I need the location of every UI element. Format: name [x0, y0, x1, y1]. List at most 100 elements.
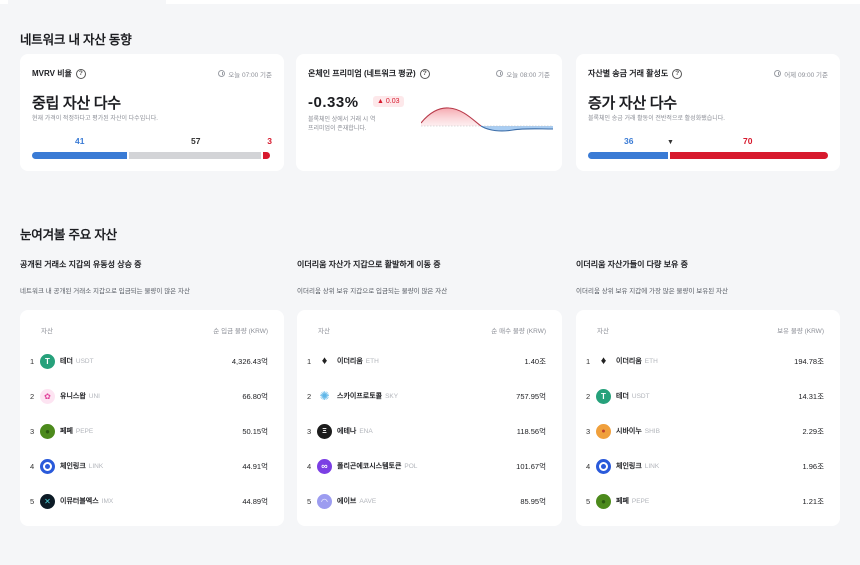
- clock-icon: [774, 70, 782, 77]
- asset-value: 118.56억: [516, 426, 546, 436]
- table-header: 자산 보유 물량 (KRW): [576, 325, 840, 337]
- rank: 3: [307, 426, 312, 436]
- asset-value: 44.91억: [242, 461, 268, 471]
- column-value: 순 매수 물량 (KRW): [491, 328, 546, 335]
- clock-icon: [218, 70, 226, 77]
- section-title-notable-assets: 눈여겨볼 주요 자산: [20, 228, 117, 242]
- help-icon[interactable]: ?: [419, 68, 430, 79]
- mvrv-bar-overvalued: [263, 152, 270, 159]
- table-row[interactable]: 1 T 테더 USDT 4,326.43억: [20, 352, 284, 370]
- asset-symbol: ENA: [359, 428, 373, 435]
- asset-name: 테더 USDT: [616, 393, 650, 400]
- column-asset: 자산: [597, 328, 609, 335]
- column-asset: 자산: [318, 328, 330, 335]
- asset-name: 이뮤터블엑스 IMX: [60, 498, 114, 505]
- asset-symbol: POL: [404, 463, 418, 470]
- table-row[interactable]: 3 ● 시바이누 SHIB 2.29조: [576, 422, 840, 440]
- pepe-icon: ●: [40, 423, 55, 439]
- section-title-network-trend: 네트워크 내 자산 동향: [20, 33, 132, 47]
- asset-name: 이더리움 ETH: [616, 358, 658, 365]
- rank: 1: [307, 356, 312, 366]
- pepe-icon: ●: [596, 493, 611, 509]
- transfer-card-title: 자산별 송금 거래 활성도 ?: [588, 68, 683, 79]
- premium-time-text: 오늘 08:00 기준: [506, 71, 550, 79]
- transfer-midpoint-marker-icon: ▼: [667, 139, 674, 146]
- table-row[interactable]: 2 T 테더 USDT 14.31조: [576, 387, 840, 405]
- help-icon[interactable]: ?: [672, 68, 683, 79]
- asset-name: 에테나 ENA: [337, 428, 373, 435]
- table-row[interactable]: 4 체인링크 LINK 44.91억: [20, 457, 284, 475]
- table-row[interactable]: 1 ♦ 이더리움 ETH 1.40조: [297, 352, 562, 370]
- rank: 4: [586, 461, 591, 471]
- onchain-premium-card: 온체인 프리미엄 (네트워크 평균) ? 오늘 08:00 기준 -0.33% …: [296, 54, 562, 171]
- transfer-time-text: 어제 09:00 기준: [784, 71, 828, 79]
- transfer-headline: 증가 자산 다수: [588, 95, 677, 112]
- transfer-timestamp: 어제 09:00 기준: [774, 69, 828, 79]
- premium-sparkline-chart: [421, 107, 553, 132]
- table-3-description: 이더리움 상위 보유 지갑에 가장 많은 물량이 보유된 자산: [576, 288, 728, 295]
- premium-description-line1: 블록체인 상에서 거래 시 역: [308, 117, 376, 123]
- mvrv-bar-undervalued: [32, 152, 127, 159]
- table-row[interactable]: 5 ● 페페 PEPE 1.21조: [576, 492, 840, 510]
- asset-value: 1.96조: [802, 461, 825, 471]
- asset-name: 체인링크 LINK: [616, 463, 660, 470]
- help-icon[interactable]: ?: [75, 68, 86, 79]
- table-row[interactable]: 4 체인링크 LINK 1.96조: [576, 457, 840, 475]
- rank: 2: [586, 391, 591, 401]
- table-row[interactable]: 1 ♦ 이더리움 ETH 194.78조: [576, 352, 840, 370]
- eth-whale-inflow-table: 자산 순 매수 물량 (KRW) 1 ♦ 이더리움 ETH 1.40조 2 ✺ 스…: [297, 310, 562, 526]
- asset-value: 44.89억: [242, 496, 268, 506]
- rank: 5: [307, 496, 312, 506]
- mvrv-timestamp: 오늘 07:00 기준: [218, 69, 272, 79]
- transfer-title-text: 자산별 송금 거래 활성도: [588, 69, 669, 78]
- asset-symbol: LINK: [644, 463, 660, 470]
- asset-name: 에이브 AAVE: [337, 498, 377, 505]
- rank: 2: [30, 391, 35, 401]
- asset-name: 페페 PEPE: [60, 428, 94, 435]
- mvrv-undervalued-count: 41: [75, 136, 85, 146]
- table-row[interactable]: 5 ◠ 에이브 AAVE 85.95억: [297, 492, 562, 510]
- premium-value: -0.33%: [308, 94, 359, 111]
- transfer-decrease-count: 36: [624, 136, 634, 146]
- table-row[interactable]: 4 ∞ 폴리곤에코시스템토큰 POL 101.67억: [297, 457, 562, 475]
- asset-symbol: ETH: [365, 358, 379, 365]
- asset-symbol: IMX: [101, 498, 114, 505]
- ethereum-icon: ♦: [321, 355, 328, 367]
- transfer-description: 블록체인 송금 거래 활동이 전반적으로 활성화됐습니다.: [588, 116, 725, 122]
- asset-name: 체인링크 LINK: [60, 463, 104, 470]
- mvrv-headline: 중립 자산 다수: [32, 95, 121, 112]
- rank: 3: [586, 426, 591, 436]
- asset-value: 50.15억: [242, 426, 268, 436]
- table-2-description: 이더리움 상위 보유 지갑으로 입금되는 물량이 많은 자산: [297, 288, 448, 295]
- transfer-increase-count: 70: [743, 136, 753, 146]
- mvrv-overvalued-count: 3: [267, 136, 272, 146]
- transfer-distribution-bar: [588, 152, 828, 159]
- rank: 1: [586, 356, 591, 366]
- active-tab-indicator[interactable]: [8, 0, 166, 4]
- asset-name: 스카이프로토콜 SKY: [337, 393, 399, 400]
- rank: 3: [30, 426, 35, 436]
- table-row[interactable]: 5 ✕ 이뮤터블엑스 IMX 44.89억: [20, 492, 284, 510]
- top-tab-bar: [0, 0, 860, 4]
- mvrv-neutral-count: 57: [191, 136, 201, 146]
- table-row[interactable]: 2 ✿ 유니스왑 UNI 66.80억: [20, 387, 284, 405]
- column-asset: 자산: [41, 328, 53, 335]
- table-2-title: 이더리움 자산가 지갑으로 활발하게 이동 중: [297, 260, 441, 269]
- transfer-activity-card: 자산별 송금 거래 활성도 ? 어제 09:00 기준 증가 자산 다수 블록체…: [576, 54, 840, 171]
- tether-icon: T: [40, 353, 55, 369]
- table-row[interactable]: 2 ✺ 스카이프로토콜 SKY 757.95억: [297, 387, 562, 405]
- chainlink-icon: [40, 458, 55, 474]
- mvrv-card-title: MVRV 비율 ?: [32, 68, 86, 79]
- table-row[interactable]: 3 ● 페페 PEPE 50.15억: [20, 422, 284, 440]
- asset-name: 테더 USDT: [60, 358, 94, 365]
- rank: 5: [586, 496, 591, 506]
- rank: 4: [307, 461, 312, 471]
- asset-symbol: AAVE: [359, 498, 377, 505]
- column-value: 보유 물량 (KRW): [777, 328, 824, 335]
- polygon-icon: ∞: [317, 458, 332, 474]
- uniswap-icon: ✿: [40, 388, 55, 404]
- asset-value: 101.67억: [516, 461, 546, 471]
- chainlink-icon: [596, 458, 611, 474]
- asset-name: 시바이누 SHIB: [616, 428, 660, 435]
- table-row[interactable]: 3 Ξ 에테나 ENA 118.56억: [297, 422, 562, 440]
